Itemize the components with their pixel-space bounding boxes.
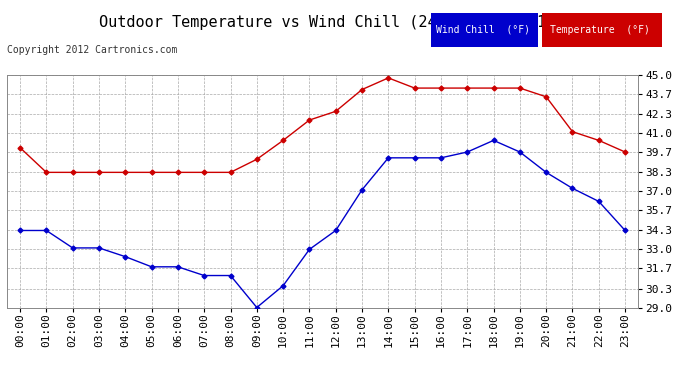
- Text: Temperature  (°F): Temperature (°F): [551, 25, 650, 35]
- Text: Copyright 2012 Cartronics.com: Copyright 2012 Cartronics.com: [7, 45, 177, 55]
- Text: Wind Chill  (°F): Wind Chill (°F): [436, 25, 530, 35]
- Text: Outdoor Temperature vs Wind Chill (24 Hours)  20121030: Outdoor Temperature vs Wind Chill (24 Ho…: [99, 15, 591, 30]
